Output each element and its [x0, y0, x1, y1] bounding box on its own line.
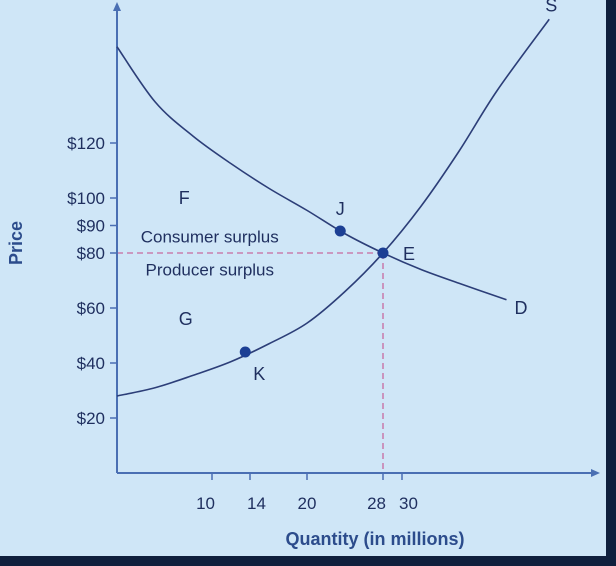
region-g-label: G	[179, 309, 193, 329]
point-k	[239, 346, 251, 358]
point-e	[377, 247, 389, 259]
labels: D S J E K F G Consumer surplus Producer surplus	[141, 0, 558, 384]
chart-frame: $20 $40 $60 $80 $90 $100 $120 10 14 20 28 30 Quantit…	[0, 0, 606, 556]
y-tick-label: $60	[77, 299, 105, 318]
y-tick-label: $40	[77, 354, 105, 373]
point-e-label: E	[403, 244, 415, 264]
point-k-label: K	[253, 364, 265, 384]
consumer-surplus-label: Consumer surplus	[141, 228, 279, 247]
y-tick-label: $120	[67, 134, 105, 153]
y-tick-label: $20	[77, 409, 105, 428]
axes: $20 $40 $60 $80 $90 $100 $120 10 14 20 28 30 Quantit…	[6, 2, 600, 549]
equilibrium-guides	[117, 252, 384, 473]
demand-curve	[116, 46, 507, 301]
x-tick-label: 28	[367, 494, 386, 513]
supply-curve	[116, 18, 550, 397]
y-axis-arrow	[113, 2, 121, 11]
x-tick-label: 20	[298, 494, 317, 513]
demand-curve-label: D	[515, 298, 528, 318]
y-axis-title: Price	[6, 221, 26, 265]
x-axis-arrow	[591, 469, 600, 477]
y-tick-label: $90	[77, 217, 105, 236]
y-tick-label: $100	[67, 189, 105, 208]
producer-surplus-label: Producer surplus	[146, 261, 275, 280]
y-tick-label: $80	[77, 244, 105, 263]
chart: $20 $40 $60 $80 $90 $100 $120 10 14 20 28 30 Quantit…	[6, 0, 600, 549]
region-f-label: F	[179, 188, 190, 208]
point-j-label: J	[336, 199, 345, 219]
x-axis-title: Quantity (in millions)	[286, 529, 465, 549]
curves	[116, 18, 550, 397]
points	[239, 225, 389, 358]
supply-curve-label: S	[545, 0, 557, 15]
x-tick-label: 30	[399, 494, 418, 513]
point-j	[334, 225, 346, 237]
x-tick-label: 14	[247, 494, 266, 513]
x-tick-label: 10	[196, 494, 215, 513]
